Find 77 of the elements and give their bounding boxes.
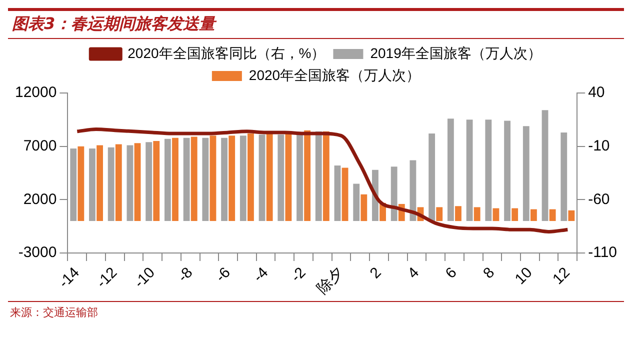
bar (322, 131, 330, 222)
bar (334, 166, 341, 222)
y2-tick-label: -10 (588, 137, 610, 154)
y-tick-label: 7000 (23, 137, 57, 154)
legend-label: 2019年全国旅客（万人次） (370, 44, 542, 61)
chart-title: 图表3：春运期间旅客发送量 (8, 8, 624, 39)
bar (164, 138, 171, 222)
bar (436, 207, 443, 222)
y2-tick-label: -110 (588, 244, 618, 262)
bar (183, 138, 190, 222)
x-tick-label: -8 (174, 264, 196, 286)
bar (108, 147, 114, 222)
bar (126, 145, 134, 222)
bar (285, 134, 292, 222)
y-tick-label: 12000 (14, 84, 57, 102)
bar (78, 146, 84, 222)
bar (512, 208, 518, 222)
x-tick-label: 8 (480, 264, 498, 282)
bar (530, 209, 537, 222)
bar (360, 194, 368, 222)
x-tick-label: -14 (56, 264, 83, 292)
bar (466, 120, 473, 222)
bar (221, 138, 228, 222)
bar (146, 142, 152, 222)
bar (190, 136, 198, 222)
bar (447, 118, 454, 222)
x-tick-label: -12 (93, 264, 121, 292)
bar (492, 208, 500, 222)
bar (549, 209, 556, 222)
bar (428, 134, 436, 222)
x-tick-label: -10 (131, 264, 158, 292)
bar (485, 120, 492, 222)
bar (172, 138, 178, 222)
x-tick-label: 除夕 (314, 264, 348, 298)
y2-tick-label: 40 (588, 84, 605, 102)
bar (304, 130, 311, 222)
bar (474, 207, 480, 222)
bar (96, 145, 103, 222)
x-tick-label: 4 (404, 264, 422, 282)
bar (542, 110, 548, 222)
legend-label: 2020年全国旅客同比（右，%） (128, 44, 326, 61)
x-tick-label: -2 (288, 264, 310, 286)
bar (89, 148, 96, 222)
bar (560, 132, 568, 222)
y2-tick-label: -60 (588, 190, 610, 208)
y-tick-label: 2000 (23, 190, 57, 208)
x-tick-label: -6 (212, 264, 234, 286)
bar (240, 136, 246, 222)
bar (504, 120, 510, 222)
bar (353, 184, 360, 222)
bar (248, 134, 254, 222)
x-tick-label: 12 (550, 264, 574, 288)
bar (258, 134, 266, 222)
bar (568, 210, 575, 222)
bar (115, 144, 122, 222)
x-tick-label: 6 (442, 264, 460, 282)
x-tick-label: -4 (250, 264, 272, 286)
bar (210, 136, 216, 222)
x-tick-label: 2 (366, 264, 385, 282)
bar (134, 143, 141, 222)
y-tick-label: -3000 (18, 244, 57, 262)
bar (70, 148, 77, 222)
bar (278, 134, 284, 222)
legend-label: 2020年全国旅客（万人次） (248, 66, 420, 83)
bar (153, 141, 160, 222)
bar (266, 132, 273, 222)
bar (228, 136, 236, 222)
bar (296, 134, 303, 222)
bar (315, 131, 322, 222)
bar (390, 166, 398, 222)
bar (202, 138, 209, 222)
x-tick-label: 10 (512, 264, 536, 288)
line-series (75, 128, 570, 234)
bar (342, 168, 348, 222)
bar (455, 206, 462, 222)
bar (522, 126, 530, 222)
source-note: 来源：交通运输部 (10, 306, 98, 319)
